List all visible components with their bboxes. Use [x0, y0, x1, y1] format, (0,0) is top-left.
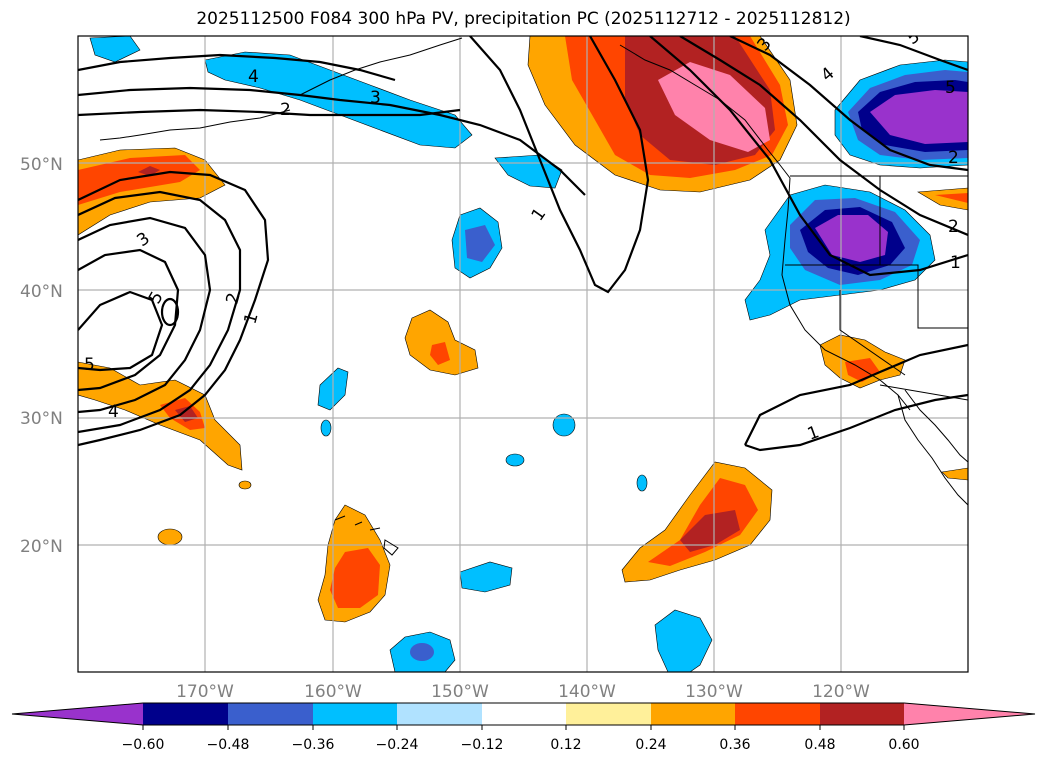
- pv-label-4-b: 4: [108, 402, 119, 422]
- precip-neg-speck-4: [505, 453, 525, 467]
- pv-contours: [78, 36, 968, 452]
- colorbar-bin-1: [228, 703, 313, 725]
- pv-label-5-c: 5: [945, 78, 956, 98]
- colorbar-label-4: −0.12: [461, 737, 504, 753]
- colorbar-bin-3: [397, 703, 482, 725]
- colorbar-label-5: 0.12: [550, 737, 581, 753]
- colorbar-bin-7: [735, 703, 820, 725]
- colorbar-ticks: [142, 725, 905, 730]
- pv-contour-gyre-5: [78, 290, 164, 372]
- pv-contour-east-1: [744, 343, 968, 446]
- precip-negative-fills: [89, 36, 968, 672]
- longitude-labels: 170°W 160°W 150°W 140°W 130°W 120°W: [176, 682, 870, 702]
- lat-label-40n: 40°N: [20, 282, 63, 302]
- border-state-3: [839, 290, 906, 376]
- coast-mexico: [904, 389, 968, 463]
- colorbar-bin-6: [651, 703, 735, 725]
- precip-neg-speck-8: [654, 609, 713, 672]
- pv-contour-north-2: [78, 86, 586, 196]
- lat-label-50n: 50°N: [20, 155, 63, 175]
- precip-neg-speck-2: [320, 419, 332, 437]
- precip-pos-speck-2: [238, 480, 252, 490]
- lon-label-170w: 170°W: [176, 682, 234, 702]
- pv-label-2-d: 2: [948, 217, 959, 237]
- colorbar-label-1: −0.48: [207, 737, 250, 753]
- lon-label-160w: 160°W: [304, 682, 362, 702]
- colorbar-label-0: −0.60: [122, 737, 165, 753]
- colorbar-label-9: 0.60: [888, 737, 919, 753]
- colorbar-bin-2: [313, 703, 397, 725]
- lat-label-20n: 20°N: [20, 537, 63, 557]
- colorbar-bin-8: [820, 703, 904, 725]
- precip-neg-oregon-core: [815, 215, 888, 262]
- map-title: 2025112500 F084 300 hPa PV, precipitatio…: [196, 9, 851, 29]
- colorbar-extend-low: [12, 703, 143, 725]
- precip-pos-east-edge-north-inner: [935, 193, 968, 203]
- pv-label-3-b: 3: [370, 88, 381, 108]
- pv-label-2-c: 2: [948, 148, 959, 168]
- pv-label-2-a: 2: [280, 100, 291, 120]
- pv-label-1-d: 1: [950, 253, 961, 273]
- precip-pos-east-edge-south: [941, 467, 968, 481]
- map-frame: [77, 35, 969, 673]
- pv-label-2-b: 2: [223, 291, 245, 307]
- colorbar-label-3: −0.24: [376, 737, 419, 753]
- colorbar-label-7: 0.36: [719, 737, 750, 753]
- precip-pos-130w-core: [680, 510, 740, 552]
- precip-neg-speck-6: [459, 561, 513, 593]
- precip-neg-northeast-core: [870, 90, 968, 144]
- precip-pos-hawaii-inner: [330, 548, 380, 608]
- colorbar-bin-0: [143, 703, 228, 725]
- pv-contour-east-4: [729, 36, 968, 172]
- pv-contour-east-5: [859, 36, 968, 72]
- pv-label-1-b: 1: [241, 311, 263, 327]
- precip-pos-west-48n-core: [138, 166, 160, 176]
- lon-label-120w: 120°W: [812, 682, 870, 702]
- coast-aleutians: [99, 109, 291, 141]
- pv-contour-north-1: [78, 53, 396, 82]
- precip-pos-150w-inner: [430, 342, 450, 365]
- precip-neg-speck-7-core: [410, 643, 434, 661]
- pv-contour-gyre-3: [78, 216, 212, 414]
- pv-contour-north-3: [78, 108, 461, 117]
- colorbar-label-8: 0.48: [804, 737, 835, 753]
- colorbar-bin-4: [482, 703, 566, 725]
- pv-contour-gyre-core: [160, 297, 180, 327]
- pv-contour-1-east: [469, 36, 650, 294]
- precip-pos-east-edge-north: [917, 187, 968, 211]
- precip-pos-west-48n-inner: [78, 155, 200, 205]
- lon-label-130w: 130°W: [685, 682, 743, 702]
- lat-label-30n: 30°N: [20, 409, 63, 429]
- colorbar-extend-high: [904, 703, 1035, 725]
- precip-neg-150w-inner: [465, 225, 495, 262]
- pv-label-5-b: 5: [84, 355, 95, 375]
- precip-positive-fills: [78, 36, 968, 623]
- border-state-1: [879, 176, 968, 329]
- pv-contour-east-1-south: [744, 393, 968, 452]
- lon-label-150w: 150°W: [431, 682, 489, 702]
- pv-contour-gyre-2: [78, 190, 242, 434]
- lon-label-140w: 140°W: [558, 682, 616, 702]
- coast-alaska-south: [299, 37, 463, 96]
- colorbar-label-6: 0.24: [635, 737, 666, 753]
- coast-baja: [897, 394, 968, 506]
- pv-contour-east-3: [679, 36, 968, 237]
- precip-neg-speck-3: [552, 413, 576, 437]
- colorbar-bin-5: [566, 703, 651, 725]
- latitude-labels: 50°N 40°N 30°N 20°N: [20, 155, 63, 557]
- graticule: [78, 36, 968, 672]
- precip-pos-west-sub-outer: [78, 361, 243, 471]
- coast-us-west: [781, 177, 911, 411]
- precip-neg-speck-5: [636, 474, 648, 492]
- colorbar: −0.60 −0.48 −0.36 −0.24 −0.12 0.12 0.24 …: [11, 702, 1036, 753]
- pv-label-4-a: 4: [248, 67, 259, 87]
- pv-contour-gyre-1: [78, 170, 270, 447]
- pv-contour-east-2: [649, 36, 968, 277]
- precip-pos-speck-1: [157, 528, 183, 546]
- coast-hawaii: [334, 515, 399, 556]
- colorbar-label-2: −0.36: [292, 737, 335, 753]
